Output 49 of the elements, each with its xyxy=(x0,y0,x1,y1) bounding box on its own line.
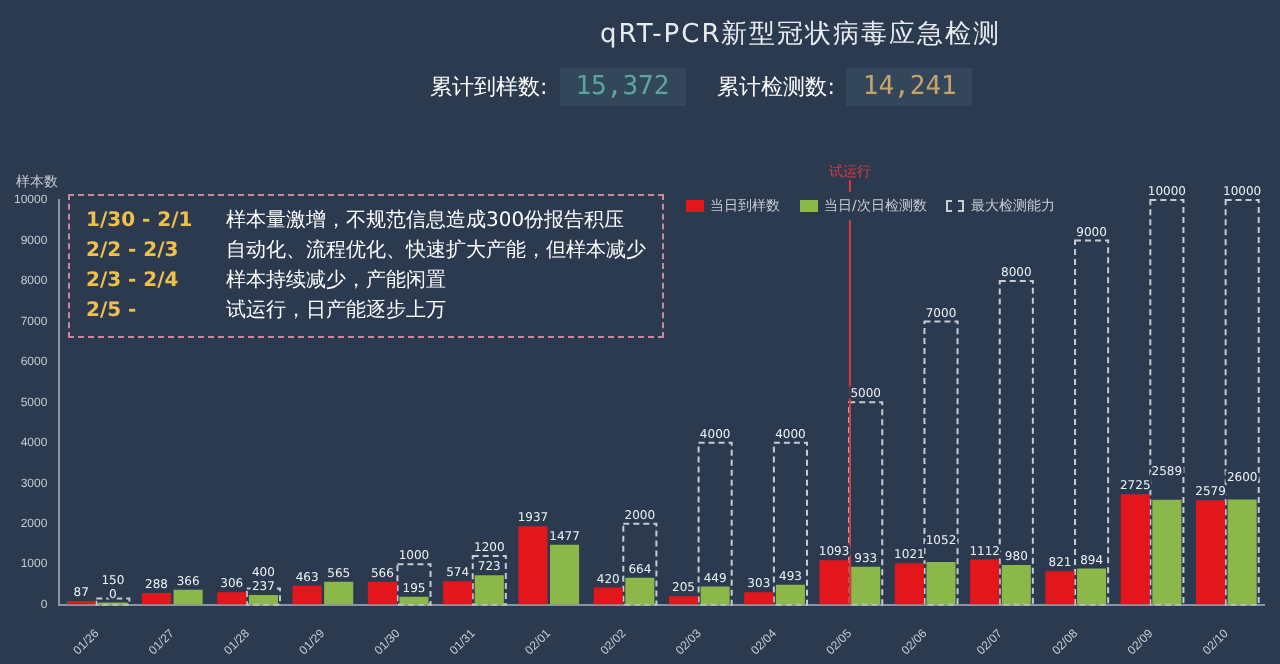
bar xyxy=(625,577,655,605)
bar xyxy=(1077,568,1107,605)
bar xyxy=(894,563,924,605)
bar xyxy=(1001,564,1031,605)
bar xyxy=(1149,199,1185,606)
bar xyxy=(550,544,580,605)
bar xyxy=(1227,499,1257,605)
bar xyxy=(1196,500,1226,605)
bar xyxy=(443,581,473,605)
bar xyxy=(700,586,730,605)
bar xyxy=(697,441,733,606)
text: 累计检测数: 14,241 xyxy=(717,72,957,102)
bar xyxy=(367,581,397,605)
bar xyxy=(851,566,881,605)
bar xyxy=(245,587,281,606)
bar xyxy=(173,589,203,605)
bar xyxy=(1045,571,1075,605)
bar xyxy=(775,584,805,605)
bar xyxy=(518,526,548,605)
text: 2/3 - 2/4 样本持续减少，产能闲置 xyxy=(86,270,446,292)
text: 累计到样数: 15,372 xyxy=(430,72,670,102)
bar xyxy=(1074,239,1110,606)
bar xyxy=(217,592,247,605)
bar xyxy=(141,592,172,605)
bar xyxy=(1120,494,1150,605)
bar xyxy=(292,585,322,605)
bar xyxy=(848,401,884,606)
bar xyxy=(998,279,1034,606)
bar xyxy=(471,555,507,606)
chart-title: qRT-PCR新型冠状病毒应急检测 xyxy=(600,18,1002,52)
bar xyxy=(1152,499,1182,605)
bar xyxy=(772,441,808,606)
bar xyxy=(396,563,432,606)
bar xyxy=(95,597,131,606)
bar xyxy=(926,562,956,605)
bar xyxy=(744,592,774,605)
bar xyxy=(970,559,1000,605)
bar xyxy=(474,575,504,605)
bar xyxy=(819,560,849,605)
text: 1/30 - 2/1 样本量激增，不规范信息造成300份报告积压 xyxy=(86,210,625,232)
bar xyxy=(923,320,959,606)
bar xyxy=(399,596,429,605)
text: 2/2 - 2/3 自动化、流程优化、快速扩大产能，但样本减少 xyxy=(86,240,646,262)
bar xyxy=(622,522,658,606)
bar xyxy=(324,581,354,605)
bar xyxy=(1224,199,1260,606)
bar xyxy=(593,587,623,605)
text: 2/5 - 试运行，日产能逐步上万 xyxy=(86,300,446,322)
bar xyxy=(668,596,699,605)
